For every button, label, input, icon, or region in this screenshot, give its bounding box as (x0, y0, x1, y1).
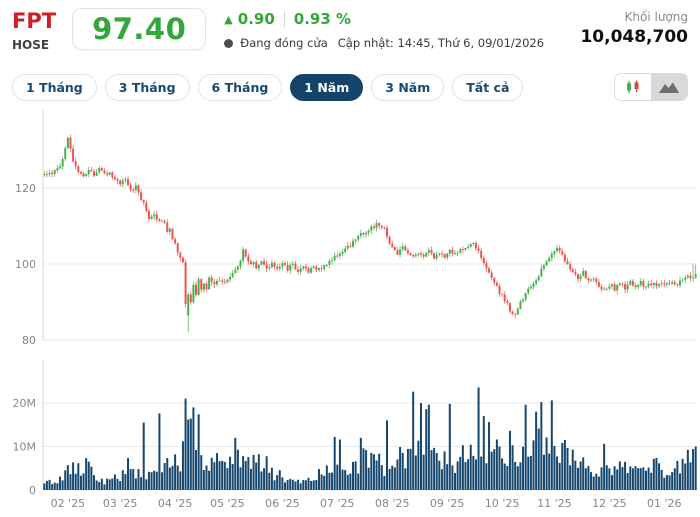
update-time: Cập nhật: 14:45, Thứ 6, 09/01/2026 (337, 36, 545, 50)
candlestick-view-button[interactable] (615, 74, 651, 100)
range-button-6[interactable]: Tất cả (452, 73, 524, 101)
svg-text:0: 0 (29, 484, 36, 497)
area-view-button[interactable] (651, 74, 687, 100)
svg-text:80: 80 (22, 334, 36, 347)
range-selector: 1 Tháng 3 Tháng 6 Tháng 1 Năm 3 Năm Tất cả (12, 73, 524, 101)
svg-text:07 '25: 07 '25 (320, 497, 355, 510)
current-price: 97.40 (92, 12, 187, 46)
range-button-5[interactable]: 3 Năm (371, 73, 445, 101)
toolbar: 1 Tháng 3 Tháng 6 Tháng 1 Năm 3 Năm Tất cả (0, 64, 700, 101)
svg-text:06 '25: 06 '25 (265, 497, 300, 510)
market-status: Đang đóng cửa (240, 36, 328, 50)
volume-bars-group (43, 387, 697, 490)
status-row: Đang đóng cửa Cập nhật: 14:45, Thứ 6, 09… (224, 36, 544, 50)
svg-text:09 '25: 09 '25 (430, 497, 465, 510)
volume-block: Khối lượng 10,048,700 (580, 10, 688, 47)
change-separator (283, 11, 285, 27)
exchange-label: HOSE (12, 38, 50, 53)
svg-text:03 '25: 03 '25 (103, 497, 138, 510)
up-arrow-icon: ▲ (224, 12, 233, 26)
chart-type-toggle (614, 73, 688, 101)
area-chart-icon (659, 82, 679, 93)
symbol-block: FPT HOSE (12, 9, 57, 53)
price-change: 0.90 (237, 10, 275, 28)
stock-symbol: FPT (12, 9, 57, 33)
range-button-1[interactable]: 1 Tháng (12, 73, 97, 101)
svg-text:10M: 10M (13, 441, 37, 454)
svg-text:02 '25: 02 '25 (51, 497, 86, 510)
price-box: 97.40 (72, 8, 207, 50)
price-change-percent: 0.93 % (293, 10, 352, 28)
range-button-4[interactable]: 1 Năm (290, 73, 364, 101)
svg-text:08 '25: 08 '25 (375, 497, 410, 510)
volume-label: Khối lượng (624, 10, 688, 24)
candles-group (43, 134, 697, 333)
svg-text:10 '25: 10 '25 (485, 497, 520, 510)
change-block: ▲ 0.90 0.93 % Đang đóng cửa Cập nhật: 14… (224, 10, 544, 50)
svg-text:01 '26: 01 '26 (647, 497, 682, 510)
svg-text:20M: 20M (13, 397, 37, 410)
svg-text:120: 120 (15, 182, 36, 195)
svg-text:05 '25: 05 '25 (210, 497, 245, 510)
price-candlestick-chart[interactable]: 120 100 80 (0, 105, 700, 360)
volume-value: 10,048,700 (580, 27, 688, 47)
range-button-3[interactable]: 6 Tháng (197, 73, 283, 101)
svg-text:100: 100 (15, 258, 36, 271)
market-status-dot-icon (224, 38, 234, 48)
change-row: ▲ 0.90 0.93 % (224, 10, 544, 28)
header: FPT HOSE 97.40 ▲ 0.90 0.93 % Đang đóng c… (0, 0, 700, 64)
svg-text:11 '25: 11 '25 (537, 497, 572, 510)
svg-text:04 '25: 04 '25 (158, 497, 193, 510)
svg-text:12 '25: 12 '25 (592, 497, 627, 510)
range-button-2[interactable]: 3 Tháng (104, 73, 190, 101)
volume-bar-chart[interactable]: 20M 10M 0 02 '25 03 '25 04 '25 05 '25 06 '25 07 … (0, 360, 700, 517)
candlestick-icon (627, 80, 639, 93)
